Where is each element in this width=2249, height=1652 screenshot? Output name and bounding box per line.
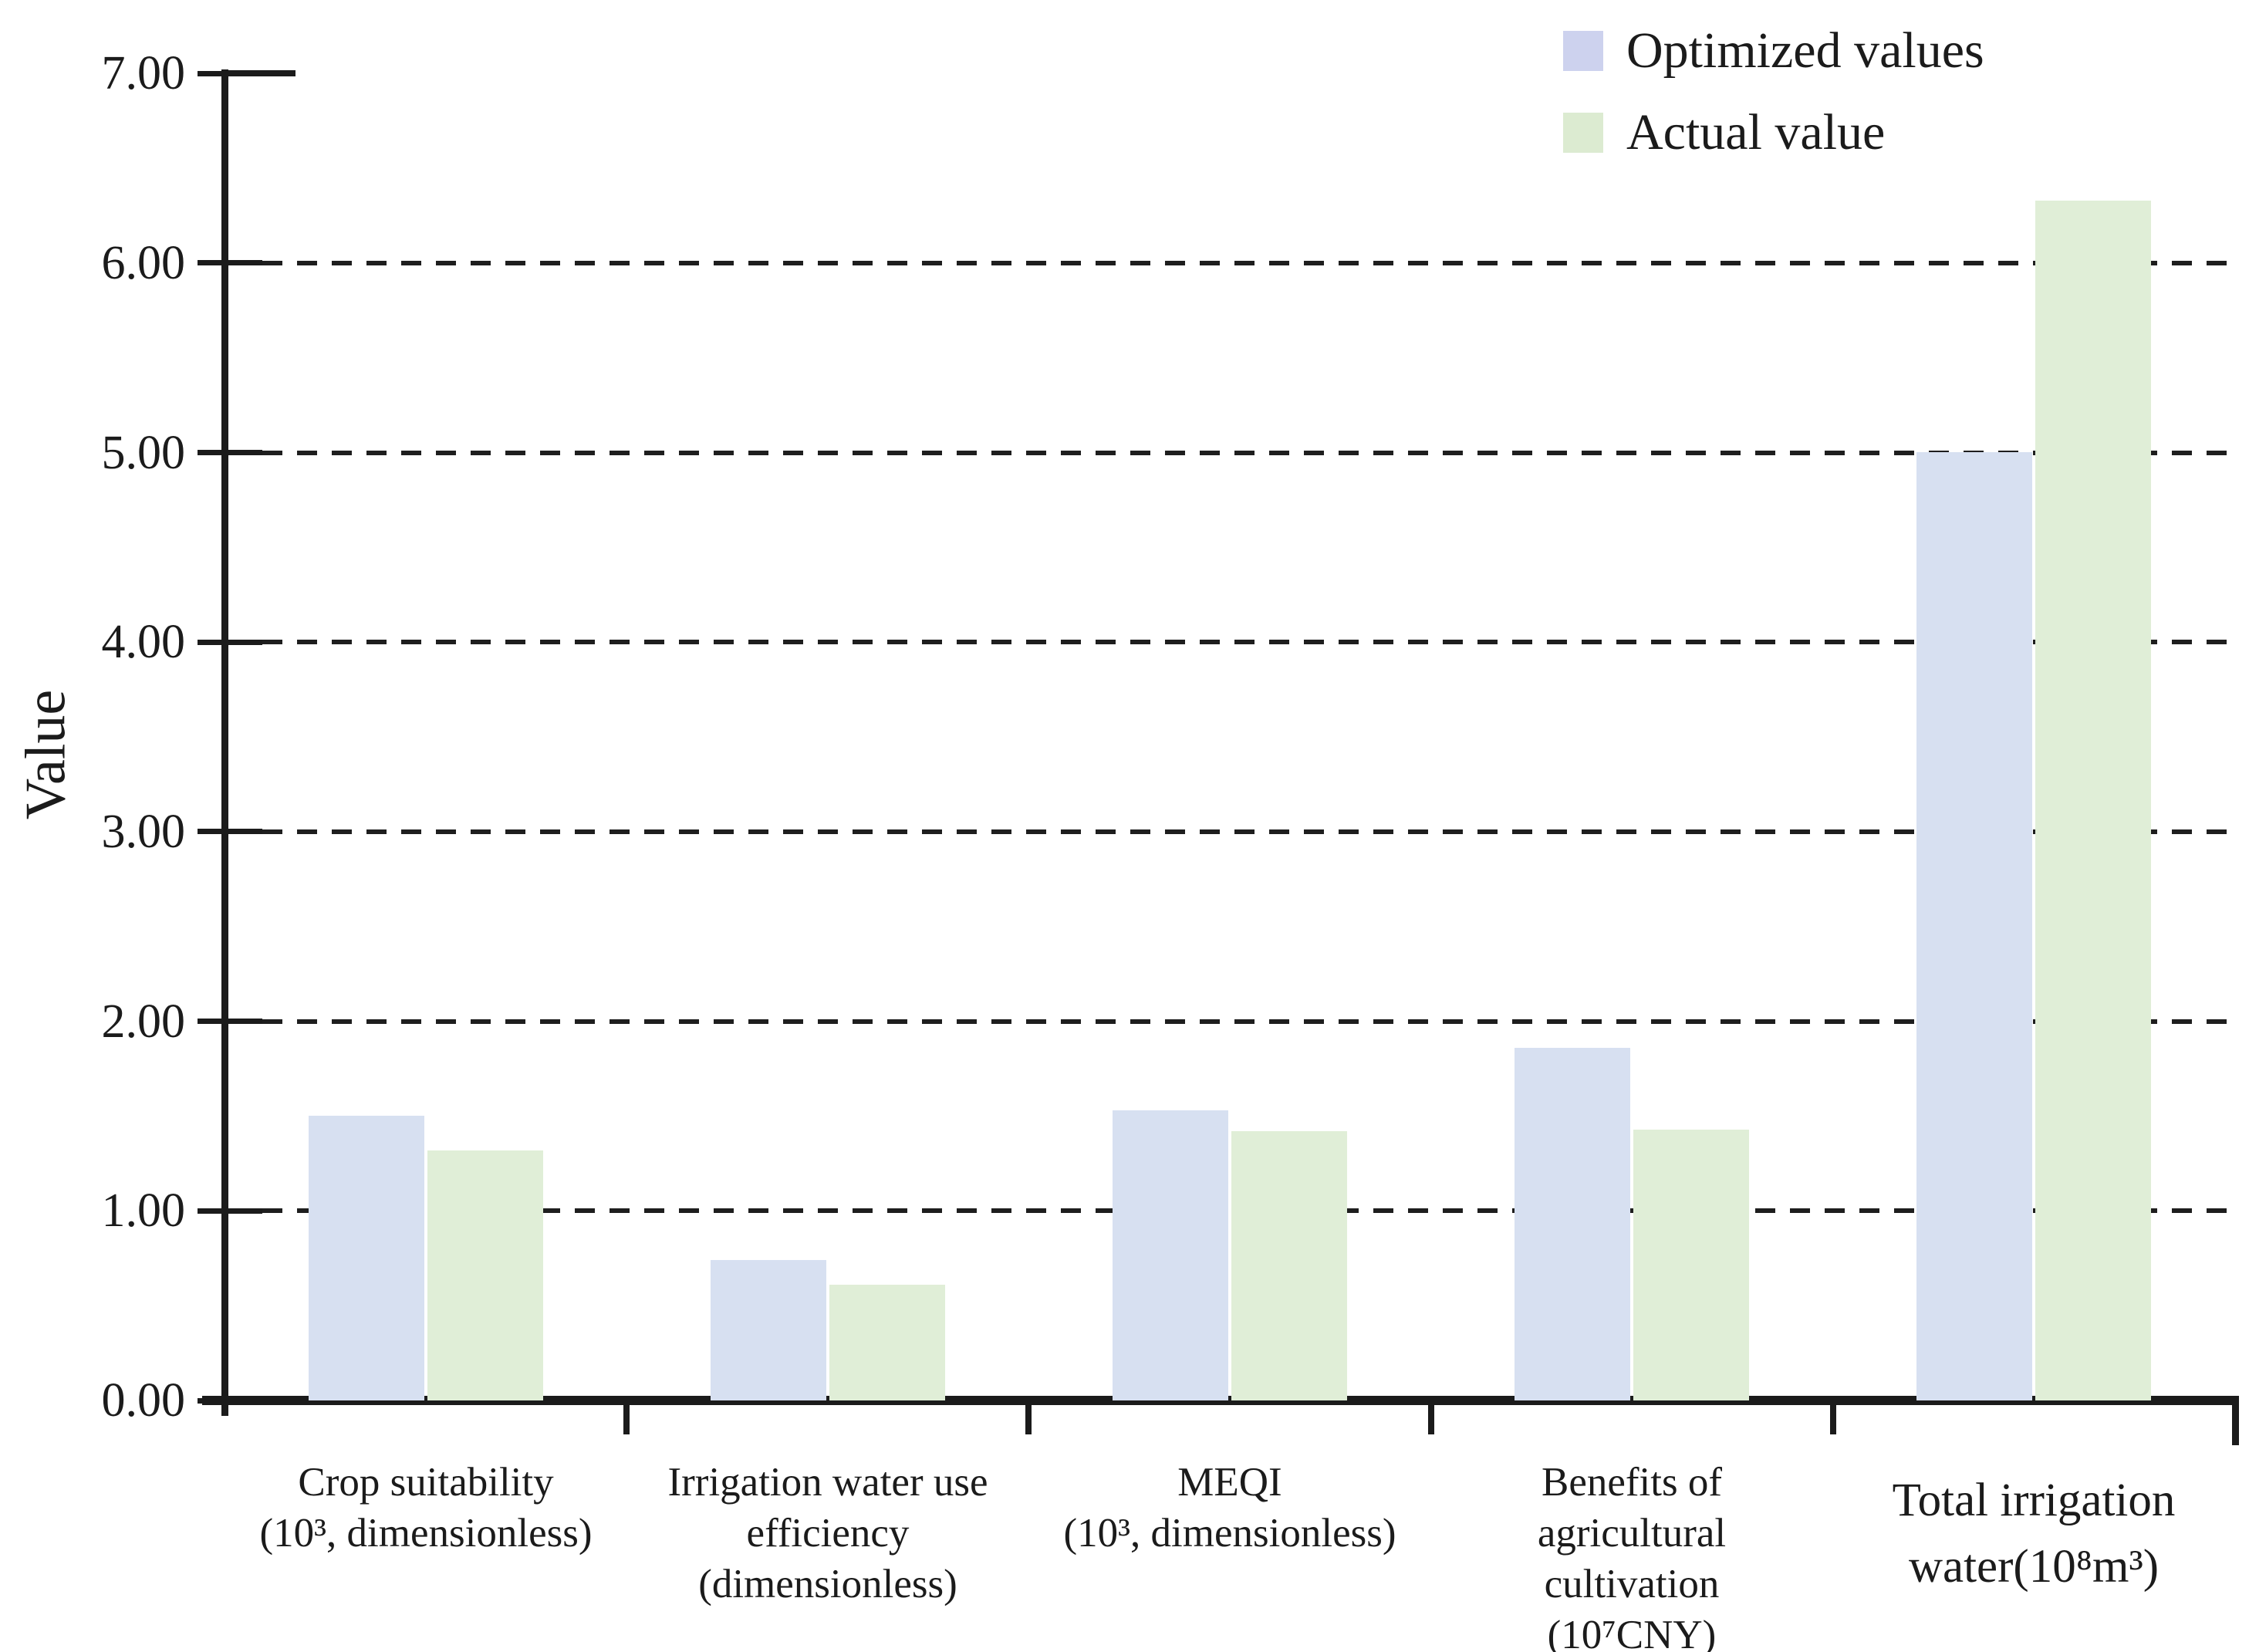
category-label-line: efficiency xyxy=(746,1511,910,1556)
category-label-line: (10³, dimensionless) xyxy=(1063,1511,1396,1556)
y-tick-label-3.00: 3.00 xyxy=(101,805,186,858)
y-tick-label-0.00: 0.00 xyxy=(101,1374,186,1427)
y-tick-label-4.00: 4.00 xyxy=(101,616,186,669)
category-label-line: (dimensionless) xyxy=(698,1562,957,1606)
bar-optimized-2 xyxy=(1113,1110,1228,1400)
y-tick-label-7.00: 7.00 xyxy=(101,47,186,100)
y-tick-6.00 xyxy=(198,260,262,266)
x-tick-1 xyxy=(623,1400,630,1434)
gridline-6 xyxy=(262,260,2235,265)
gridline-5 xyxy=(262,450,2235,455)
category-label-line: water(10⁸m³) xyxy=(1908,1541,2160,1593)
y-tick-4.00 xyxy=(198,639,262,645)
y-tick-5.00 xyxy=(198,450,262,455)
category-label-2: MEQI (10³, dimensionless) xyxy=(1014,1457,1446,1559)
bar-actual-4 xyxy=(2035,201,2151,1400)
category-label-line: Crop suitability xyxy=(298,1460,554,1505)
y-tick-1.00 xyxy=(198,1208,262,1214)
category-label-line: Benefits of xyxy=(1541,1460,1723,1505)
legend-label-actual: Actual value xyxy=(1626,104,1886,160)
y-axis-top-cap xyxy=(221,70,295,76)
y-axis xyxy=(221,69,228,1416)
bar-optimized-1 xyxy=(711,1260,826,1400)
bar-actual-3 xyxy=(1633,1130,1749,1400)
category-label-line: Irrigation water use xyxy=(667,1460,988,1505)
category-label-line: MEQI xyxy=(1177,1460,1282,1505)
y-tick-label-2.00: 2.00 xyxy=(101,995,186,1048)
category-label-0: Crop suitability (10³, dimensionless) xyxy=(210,1457,642,1559)
bar-optimized-4 xyxy=(1916,452,2032,1400)
category-label-1: Irrigation water use efficiency (dimension… xyxy=(612,1457,1044,1610)
gridline-3 xyxy=(262,829,2235,834)
bar-optimized-3 xyxy=(1515,1048,1630,1400)
legend-swatch-actual xyxy=(1563,113,1603,153)
legend-label-optimized: Optimized values xyxy=(1626,22,1984,79)
bar-optimized-0 xyxy=(309,1116,424,1400)
legend-item-actual: Actual value xyxy=(1563,102,1984,164)
category-label-line: (10³, dimensionless) xyxy=(259,1511,593,1556)
y-tick-3.00 xyxy=(198,829,262,835)
bar-actual-0 xyxy=(427,1150,543,1400)
x-tick-2 xyxy=(1025,1400,1032,1434)
bar-actual-1 xyxy=(829,1285,945,1400)
category-label-line: Total irrigation xyxy=(1892,1475,2176,1526)
category-label-line: cultivation xyxy=(1544,1562,1720,1606)
x-axis-end-tick xyxy=(2232,1396,2239,1445)
category-label-line: agricultural xyxy=(1537,1511,1727,1556)
x-tick-3 xyxy=(1428,1400,1434,1434)
y-tick-label-1.00: 1.00 xyxy=(101,1184,186,1238)
y-tick-label-6.00: 6.00 xyxy=(101,236,186,289)
legend-item-optimized: Optimized values xyxy=(1563,20,1984,82)
category-label-line: (10⁷CNY) xyxy=(1547,1613,1717,1652)
bar-actual-2 xyxy=(1231,1131,1347,1400)
legend: Optimized values Actual value xyxy=(1563,20,1984,184)
x-tick-4 xyxy=(1830,1400,1836,1434)
y-tick-2.00 xyxy=(198,1019,262,1025)
gridline-4 xyxy=(262,640,2235,645)
y-tick-label-5.00: 5.00 xyxy=(101,426,186,479)
category-label-3: Benefits of agricultural cultivation (10⁷CN… xyxy=(1416,1457,1848,1652)
legend-swatch-optimized xyxy=(1563,31,1603,71)
category-label-4: Total irrigation water(10⁸m³) xyxy=(1818,1457,2249,1600)
gridline-2 xyxy=(262,1019,2235,1024)
